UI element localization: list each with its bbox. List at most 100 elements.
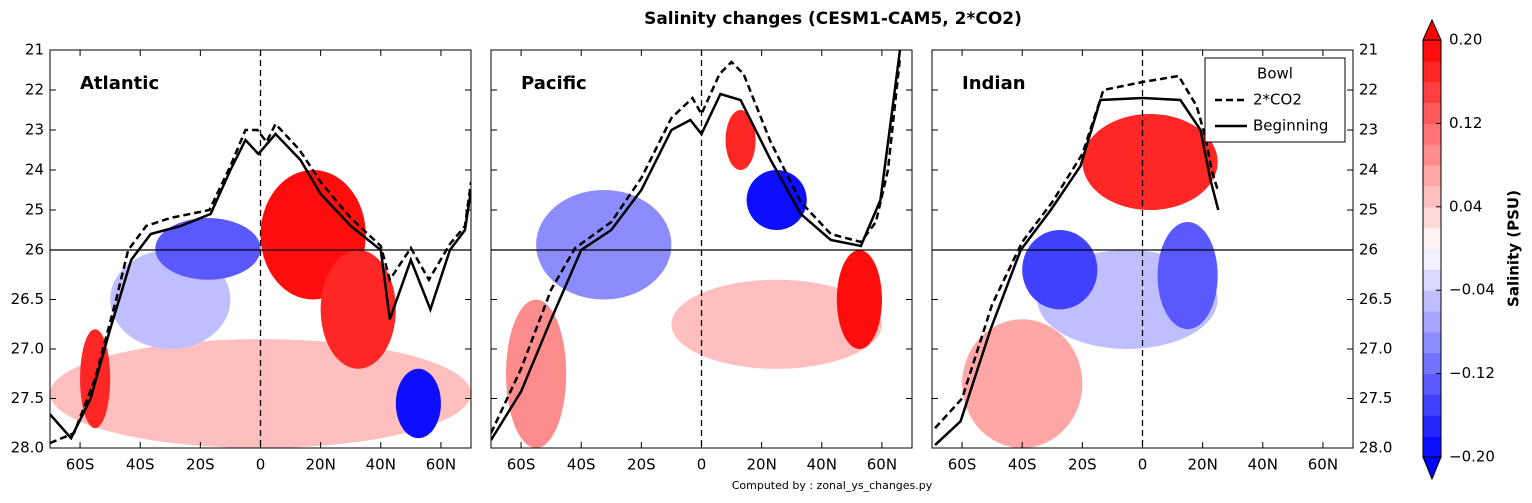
x-tick-label: 20N: [746, 456, 776, 474]
salinity-anomaly: [671, 279, 882, 369]
y-tick-label: 27.0: [1359, 340, 1392, 358]
colorbar-band: [1423, 311, 1441, 333]
colorbar-band: [1423, 352, 1441, 375]
bowl-line: [491, 50, 902, 441]
y-tick-label: 26: [25, 241, 44, 259]
x-tick-label: 60S: [507, 456, 536, 474]
colorbar-extension: [1422, 18, 1442, 41]
panel-label: Indian: [962, 73, 1026, 94]
colorbar-band: [1423, 60, 1441, 83]
legend-label: 2*CO2: [1253, 91, 1302, 109]
salinity-anomaly: [836, 250, 882, 349]
x-tick-label: 60N: [867, 456, 897, 474]
y-tick-label: 28.0: [11, 439, 44, 457]
panel: [932, 50, 1353, 448]
panel: [491, 50, 912, 448]
colorbar-band: [1423, 123, 1441, 145]
colorbar-band: [1423, 144, 1441, 166]
x-tick-label: 40S: [126, 456, 155, 474]
x-tick-label: 20N: [305, 456, 335, 474]
chart-title: Salinity changes (CESM1-CAM5, 2*CO2): [644, 9, 1022, 29]
colorbar-band: [1423, 81, 1441, 104]
colorbar-band: [1423, 185, 1441, 208]
salinity-anomaly: [962, 319, 1083, 448]
colorbar-band: [1423, 415, 1441, 437]
colorbar-frame: [1422, 39, 1442, 458]
y-tick-label: 21: [1359, 41, 1378, 59]
y-tick-label: 24: [1359, 161, 1378, 179]
y-tick-label: 27.0: [11, 340, 44, 358]
x-tick-label: 0: [1138, 456, 1148, 474]
x-tick-label: 60N: [1308, 456, 1338, 474]
salinity-anomaly: [506, 299, 567, 448]
colorbar-band: [1423, 290, 1441, 312]
y-tick-label: 26: [1359, 241, 1378, 259]
x-tick-label: 40N: [807, 456, 837, 474]
legend-label: Beginning: [1253, 117, 1328, 135]
y-tick-label: 23: [1359, 121, 1378, 139]
colorbar-band: [1423, 248, 1441, 270]
colorbar-tick-label: 0.20: [1449, 31, 1482, 49]
x-tick-label: 20N: [1187, 456, 1217, 474]
bowl-line: [50, 132, 471, 441]
y-tick-label: 25: [1359, 201, 1378, 219]
y-tick-label: 26.5: [11, 290, 44, 308]
x-tick-label: 20S: [1068, 456, 1097, 474]
colorbar-band: [1423, 102, 1441, 124]
y-tick-label: 27.5: [1359, 389, 1392, 407]
colorbar-extension: [1422, 456, 1442, 481]
y-tick-label: 21: [25, 41, 44, 59]
x-tick-label: 40N: [366, 456, 396, 474]
x-tick-label: 40S: [567, 456, 596, 474]
bowl-line: [50, 121, 471, 445]
x-tick-label: 40S: [1008, 456, 1037, 474]
panel-label: Atlantic: [80, 73, 159, 94]
x-tick-label: 20S: [186, 456, 215, 474]
colorbar-band: [1423, 227, 1441, 249]
colorbar-band: [1423, 373, 1441, 395]
colorbar-band: [1423, 165, 1441, 187]
colorbar-band: [1423, 436, 1441, 458]
colorbar-band: [1423, 331, 1441, 354]
bowl-line: [491, 57, 902, 434]
bowl-line: [934, 74, 1219, 430]
salinity-anomaly: [395, 368, 441, 439]
bowl-line: [934, 96, 1220, 446]
salinity-anomaly: [320, 250, 396, 369]
x-tick-label: 40N: [1248, 456, 1278, 474]
salinity-anomaly: [1157, 222, 1218, 330]
colorbar-tick-label: 0.04: [1449, 197, 1482, 215]
colorbar-band: [1423, 269, 1441, 291]
x-tick-label: 0: [697, 456, 707, 474]
salinity-anomaly: [155, 218, 261, 280]
colorbar-tick-label: 0.12: [1449, 114, 1482, 132]
salinity-anomaly: [746, 170, 807, 230]
panel-label: Pacific: [521, 73, 587, 94]
legend-title: Bowl: [1257, 65, 1293, 83]
x-tick-label: 0: [256, 456, 266, 474]
salinity-anomaly: [1082, 114, 1218, 210]
y-tick-label: 23: [25, 121, 44, 139]
x-tick-label: 20S: [627, 456, 656, 474]
salinity-anomaly: [1022, 230, 1098, 310]
y-tick-label: 28.0: [1359, 439, 1392, 457]
x-tick-label: 60S: [948, 456, 977, 474]
colorbar-tick-label: −0.12: [1449, 364, 1495, 382]
colorbar-band: [1423, 40, 1441, 62]
legend-box: [1204, 57, 1346, 143]
y-tick-label: 22: [25, 81, 44, 99]
colorbar-band: [1423, 394, 1441, 416]
x-tick-label: 60N: [426, 456, 456, 474]
y-tick-label: 27.5: [11, 389, 44, 407]
y-tick-label: 25: [25, 201, 44, 219]
footer: Computed by : zonal_ys_changes.py: [732, 479, 933, 492]
colorbar-tick-label: −0.20: [1449, 448, 1495, 466]
salinity-anomaly: [725, 110, 756, 170]
panel: [50, 50, 471, 448]
x-tick-label: 60S: [66, 456, 95, 474]
salinity-anomaly: [536, 190, 672, 300]
colorbar-label: Salinity (PSU): [1505, 190, 1523, 307]
colorbar-band: [1423, 206, 1441, 229]
y-tick-label: 24: [25, 161, 44, 179]
